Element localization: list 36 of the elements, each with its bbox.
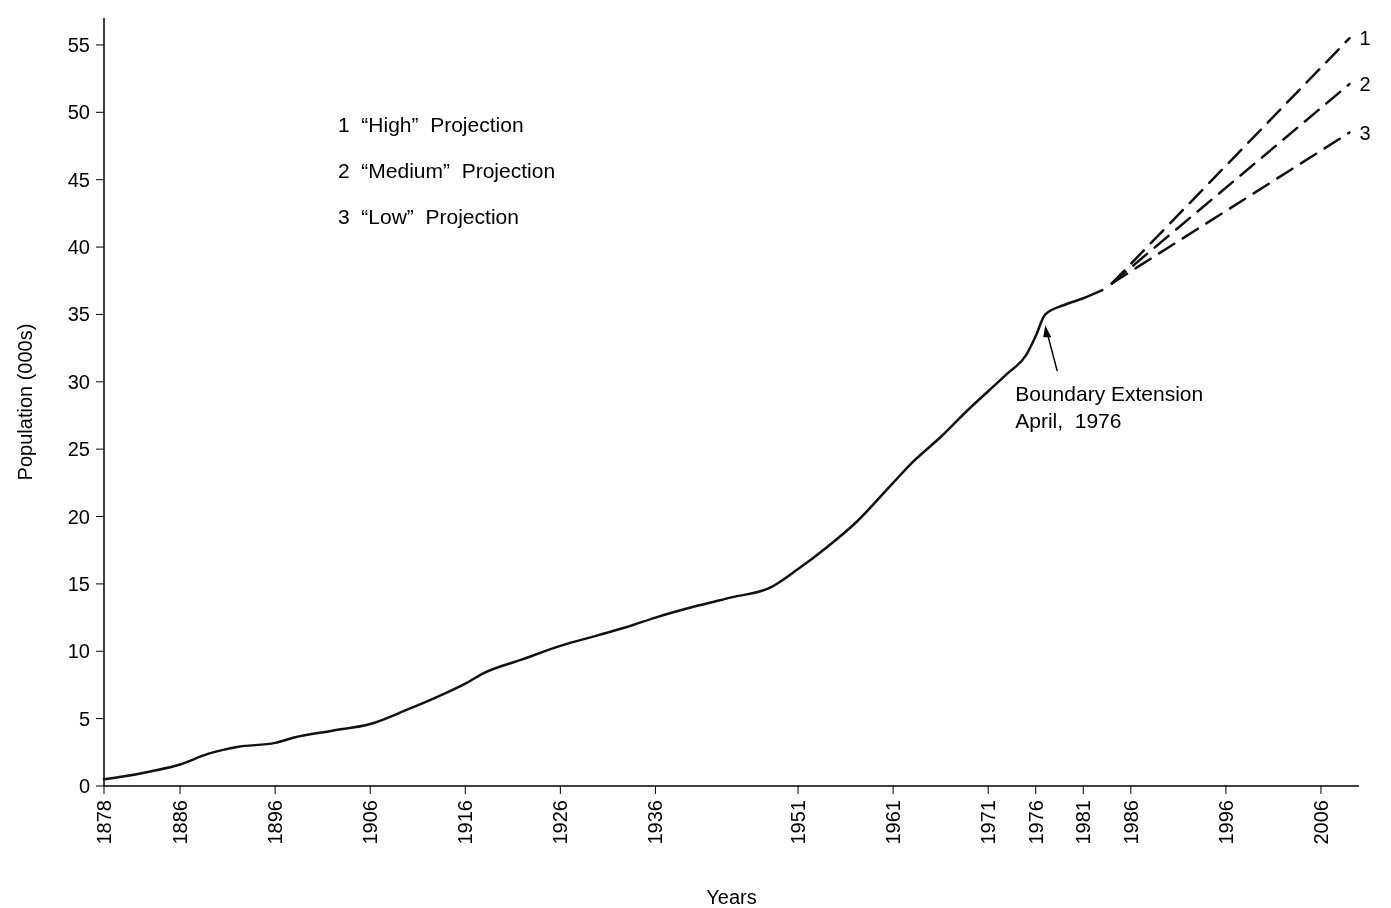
y-tick-label: 30 — [67, 370, 90, 393]
annotation: 3 “Low” Projection — [338, 205, 519, 228]
y-axis-title: Population (000s) — [14, 323, 36, 481]
series-label: 2 — [1359, 73, 1371, 96]
x-tick-label: 1926 — [549, 800, 572, 845]
annotation: 1 “High” Projection — [338, 113, 524, 136]
series-label: 1 — [1359, 27, 1371, 50]
y-tick-label: 15 — [67, 572, 90, 595]
x-axis-title: Years — [706, 886, 757, 908]
y-tick-label: 20 — [67, 505, 90, 528]
x-tick-label: 2006 — [1309, 800, 1332, 845]
x-tick-label: 1976 — [1024, 800, 1047, 845]
x-tick-label: 1936 — [644, 800, 667, 845]
y-tick-label: 5 — [78, 707, 90, 730]
x-tick-label: 1981 — [1072, 800, 1095, 845]
y-tick-label: 35 — [67, 303, 90, 326]
annotation: 2 “Medium” Projection — [338, 159, 556, 182]
y-tick-label: 50 — [67, 101, 90, 124]
x-tick-label: 1961 — [882, 800, 905, 845]
x-tick-label: 1986 — [1119, 800, 1142, 845]
x-tick-label: 1916 — [454, 800, 477, 845]
y-tick-label: 55 — [67, 33, 90, 56]
x-tick-label: 1878 — [93, 800, 115, 845]
y-tick-label: 0 — [78, 775, 90, 797]
y-tick-label: 25 — [67, 438, 90, 461]
x-tick-label: 1896 — [264, 800, 287, 845]
y-tick-label: 40 — [67, 236, 90, 259]
y-tick-label: 10 — [67, 640, 90, 663]
annotation: Boundary Extension April, 1976 — [1015, 382, 1204, 433]
x-tick-label: 1971 — [977, 800, 1000, 845]
x-tick-label: 1951 — [787, 800, 810, 845]
x-tick-label: 1886 — [169, 800, 192, 845]
x-tick-label: 1906 — [359, 800, 382, 845]
x-tick-label: 1996 — [1214, 800, 1237, 845]
series-label: 3 — [1359, 121, 1371, 144]
y-tick-label: 45 — [67, 168, 90, 191]
